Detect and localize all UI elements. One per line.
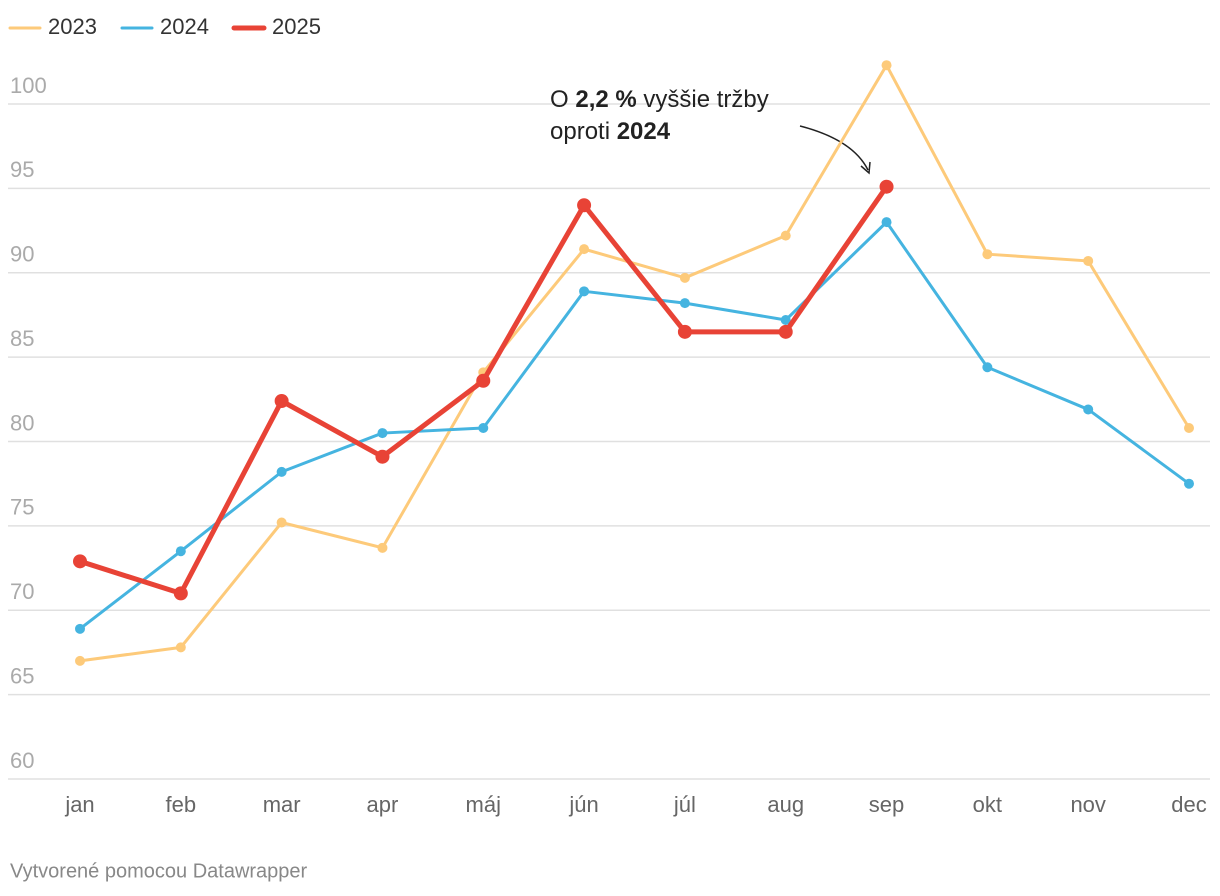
data-point xyxy=(881,60,892,71)
data-point xyxy=(173,586,188,601)
data-point xyxy=(73,554,87,569)
annotation-part: 2024 xyxy=(617,118,671,145)
data-point xyxy=(780,230,791,241)
data-point xyxy=(579,286,590,297)
x-tick-label: feb xyxy=(166,792,197,817)
data-point xyxy=(175,642,186,653)
legend-label: 2024 xyxy=(160,14,209,39)
credit: Vytvorené pomocou Datawrapper xyxy=(10,860,308,882)
data-point xyxy=(677,324,692,339)
y-tick-label: 95 xyxy=(10,157,34,182)
x-tick-label: mar xyxy=(263,792,301,817)
series-line xyxy=(79,220,1190,631)
legend-label: 2023 xyxy=(48,14,97,39)
annotation-part: 2,2 % xyxy=(575,86,636,113)
data-point xyxy=(75,623,85,634)
data-point xyxy=(778,324,793,339)
y-tick-label: 70 xyxy=(10,579,34,604)
x-tick-label: nov xyxy=(1070,792,1105,817)
data-point xyxy=(478,423,489,433)
y-tick-label: 75 xyxy=(10,495,34,520)
data-point xyxy=(982,362,993,373)
series-line xyxy=(79,63,1191,663)
y-tick-label: 60 xyxy=(10,748,34,773)
annotation-part: oproti xyxy=(550,118,617,145)
data-point xyxy=(982,249,993,260)
y-tick-label: 85 xyxy=(10,326,34,351)
annotation-part: vyššie tržby xyxy=(637,86,769,113)
data-point xyxy=(375,449,390,464)
y-tick-label: 65 xyxy=(10,663,34,688)
data-point xyxy=(881,217,892,228)
x-tick-label: jan xyxy=(64,792,94,817)
x-tick-label: sep xyxy=(869,792,904,817)
data-point xyxy=(476,373,491,388)
x-tick-label: aug xyxy=(767,792,804,817)
data-point xyxy=(377,542,388,553)
data-point xyxy=(377,428,388,439)
data-point xyxy=(780,315,791,325)
y-tick-label: 80 xyxy=(10,410,34,435)
annotation: oproti 2024 xyxy=(550,118,671,145)
data-point xyxy=(579,244,590,255)
data-point xyxy=(175,546,186,557)
data-point xyxy=(276,517,287,528)
data-point xyxy=(274,394,289,408)
series-line xyxy=(79,185,889,596)
x-tick-label: jún xyxy=(568,792,598,817)
data-point xyxy=(75,655,85,666)
annotation-arrowhead xyxy=(860,161,871,175)
annotation: O 2,2 % vyššie tržby xyxy=(550,86,769,113)
x-tick-label: apr xyxy=(367,792,399,817)
annotation-part: O xyxy=(550,86,575,113)
data-point xyxy=(1184,478,1194,489)
x-tick-label: dec xyxy=(1171,792,1206,817)
data-point xyxy=(679,272,690,283)
x-tick-label: máj xyxy=(466,792,501,817)
y-tick-label: 100 xyxy=(10,73,47,98)
data-point xyxy=(1083,255,1094,266)
annotation-arrow xyxy=(799,125,869,171)
data-point xyxy=(1184,423,1194,433)
x-tick-label: júl xyxy=(673,792,696,817)
data-point xyxy=(577,198,592,213)
data-point xyxy=(679,298,690,309)
data-point xyxy=(276,466,287,477)
legend-label: 2025 xyxy=(272,14,321,39)
y-tick-label: 90 xyxy=(10,242,34,267)
data-point xyxy=(1083,404,1094,415)
data-point xyxy=(879,179,894,194)
x-tick-label: okt xyxy=(973,792,1002,817)
